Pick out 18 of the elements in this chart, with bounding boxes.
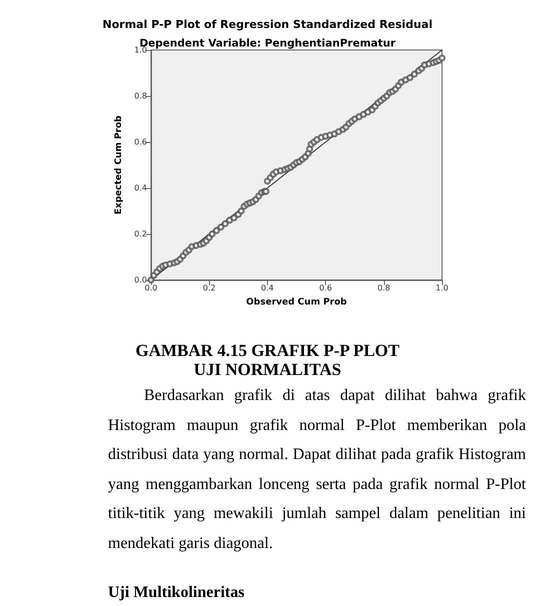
text: GAMBAR 4.15 GRAFIK P-P PLOT [134, 341, 400, 361]
x-tick-label: 1.0 [436, 284, 448, 292]
y-axis-title: Expected Cum Prob [114, 114, 124, 214]
x-axis-title: Observed Cum Prob [246, 298, 348, 308]
y-tick-label: 0.0 [134, 276, 147, 284]
x-tick-label: 0.2 [202, 284, 216, 292]
y-tick-label: 0.2 [134, 230, 147, 238]
text: Berdasarkan grafik di atas dapat dilihat bahwa grafik Histogram maupun grafik normal P-Plot memberikan pola distribusi data yang normal. Dapat dilihat pada grafik Histogram yang menggambarkan lonceng serta pada grafik normal P-Plot titik-titik yang mewakili jumlah sampel dalam penelitian ini mendekati garis diagonal. [108, 386, 526, 554]
text: Uji Multikolineritas [108, 583, 244, 603]
x-tick-label: 0.4 [261, 284, 274, 292]
chart-title: Normal P-P Plot of Regression Standardized Residual [102, 18, 432, 31]
y-tick-label: 0.8 [134, 92, 147, 100]
x-tick-label: 0.6 [319, 284, 332, 292]
y-tick-label: 0.4 [134, 184, 147, 192]
y-tick-label: 0.6 [134, 138, 147, 146]
text: UJI NORMALITAS [192, 360, 342, 380]
x-tick-label: 0.8 [377, 284, 390, 292]
x-tick-label: 0.0 [144, 284, 158, 292]
